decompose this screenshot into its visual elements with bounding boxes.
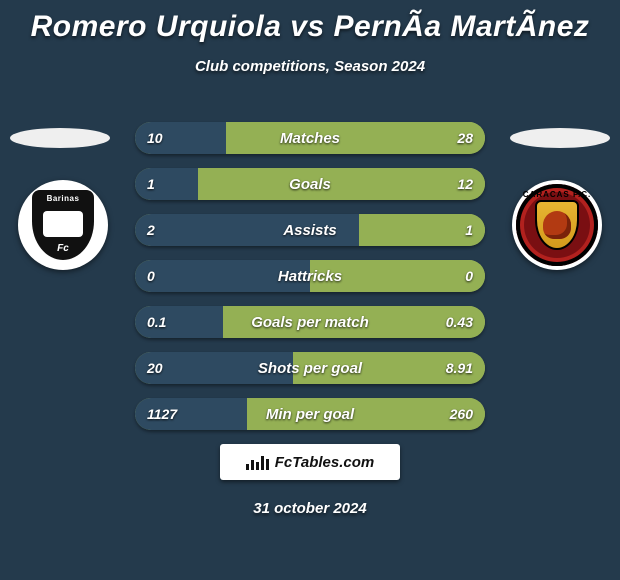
branding-badge: FcTables.com [220, 444, 400, 480]
stat-label: Goals per match [135, 306, 485, 338]
stat-row: 21Assists [135, 214, 485, 246]
stat-row: 00Hattricks [135, 260, 485, 292]
stat-row: 0.10.43Goals per match [135, 306, 485, 338]
stat-row: 112Goals [135, 168, 485, 200]
page-subtitle: Club competitions, Season 2024 [0, 58, 620, 75]
inner-shield-icon [535, 200, 579, 250]
ring-icon: CARACAS F.C. [516, 184, 598, 266]
shield-icon: Barinas Fc [32, 190, 94, 260]
player-silhouette-right [510, 128, 610, 148]
page-title: Romero Urquiola vs PernÃ­a MartÃ­nez [0, 0, 620, 44]
stat-label: Assists [135, 214, 485, 246]
crest-left-bottom-text: Fc [57, 243, 69, 254]
comparison-bars: 1028Matches 112Goals 21Assists 00Hattricks 0… [135, 122, 485, 444]
stat-label: Goals [135, 168, 485, 200]
crest-left-top-text: Barinas [47, 194, 80, 203]
crest-right-arc-text: CARACAS F.C. [523, 190, 591, 199]
stat-row: 208.91Shots per goal [135, 352, 485, 384]
stat-row: 1028Matches [135, 122, 485, 154]
branding-text: FcTables.com [275, 454, 374, 471]
stat-label: Hattricks [135, 260, 485, 292]
page-root: Romero Urquiola vs PernÃ­a MartÃ­nez Clu… [0, 0, 620, 580]
bar-chart-icon [246, 454, 269, 470]
stat-label: Matches [135, 122, 485, 154]
stat-row: 1127260Min per goal [135, 398, 485, 430]
date-text: 31 october 2024 [0, 500, 620, 517]
stat-label: Shots per goal [135, 352, 485, 384]
stat-label: Min per goal [135, 398, 485, 430]
club-crest-right: CARACAS F.C. [512, 180, 602, 270]
crest-left-graphic [43, 211, 83, 237]
player-silhouette-left [10, 128, 110, 148]
lion-icon [543, 211, 571, 239]
club-crest-left: Barinas Fc [18, 180, 108, 270]
